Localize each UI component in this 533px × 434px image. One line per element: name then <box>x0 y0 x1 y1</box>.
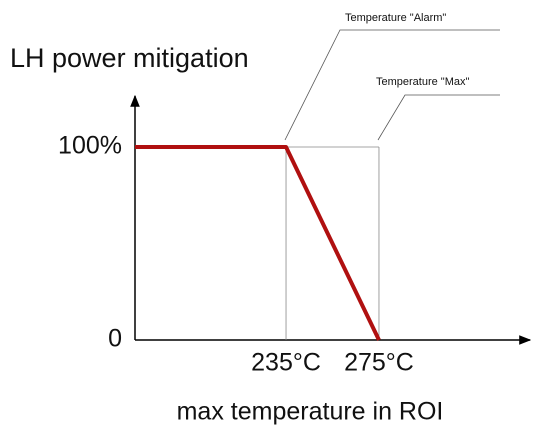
chart-title: LH power mitigation <box>10 43 249 73</box>
leader-line <box>284 29 500 141</box>
y-tick-label: 0 <box>108 325 122 353</box>
x-axis-label: max temperature in ROI <box>177 398 444 426</box>
annotation: Temperature "Alarm" <box>345 12 446 24</box>
x-tick-label: 275°C <box>344 349 414 377</box>
y-tick-label: 100% <box>58 132 122 160</box>
annotation: Temperature "Max" <box>376 76 469 88</box>
x-tick-label: 235°C <box>251 349 321 377</box>
data-line <box>135 145 381 341</box>
leader-line <box>377 94 500 141</box>
